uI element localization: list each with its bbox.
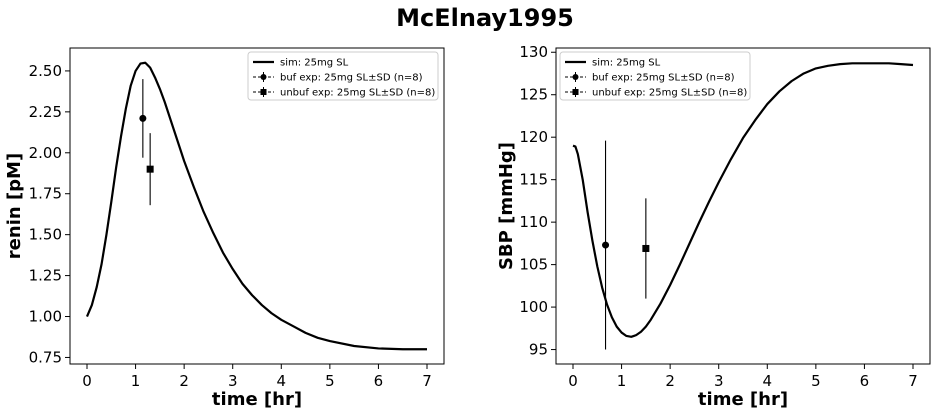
plot-0-legend-label-2: unbuf exp: 25mg SL±SD (n=8): [280, 88, 435, 99]
plot-1-xtick-label-0: 0: [568, 372, 578, 390]
plot-0-legend-marker-2: [260, 89, 267, 95]
plot-0-ylabel: renin [pM]: [4, 153, 25, 259]
plot-0-legend: sim: 25mg SL buf exp: 25mg SL±SD (n=8) unb…: [247, 51, 439, 101]
plot-1-xtick-label-6: 6: [860, 372, 870, 390]
plot-0-xtick-label-2: 2: [179, 372, 189, 390]
plot-1-ytick-label-6: 125: [519, 86, 548, 104]
sbp-plot: 0 1 2 3 4 5 6 7 95 100 105 110 115 120 125 130 time [hr]…: [496, 43, 931, 410]
plot-1-xtick-label-3: 3: [714, 372, 724, 390]
plot-0-xtick-label-5: 5: [325, 372, 335, 390]
plot-1-point-1-0: [602, 241, 610, 249]
plot-1-legend-marker-2: [572, 89, 579, 95]
plot-0-ytick-label-4: 1.75: [29, 185, 62, 203]
plot-1-xtick-label-2: 2: [665, 372, 675, 390]
plot-0-xtick-label-0: 0: [82, 372, 92, 390]
plot-0-xlabel: time [hr]: [212, 389, 302, 410]
plot-1-ytick-label-7: 130: [519, 43, 548, 61]
plot-0-xtick-label-6: 6: [374, 372, 384, 390]
plot-1-ytick-label-2: 105: [519, 256, 548, 274]
plot-0-ytick-label-3: 1.50: [29, 226, 62, 244]
plot-1-ytick-label-1: 100: [519, 298, 548, 316]
plot-1-legend-box: [559, 51, 751, 101]
plot-0-legend-box: [247, 51, 439, 101]
plot-1-ytick-label-0: 95: [529, 341, 548, 359]
plot-1-legend-label-0: sim: 25mg SL: [592, 58, 661, 69]
plot-0-xtick-label-4: 4: [277, 372, 287, 390]
plot-0-legend-label-0: sim: 25mg SL: [280, 58, 349, 69]
plot-0-xtick-label-1: 1: [131, 372, 141, 390]
plot-1-point-2-0: [642, 244, 650, 252]
plot-1-xlabel: time [hr]: [698, 389, 788, 410]
plot-0-point-2-0: [146, 165, 154, 173]
renin-plot: 0 1 2 3 4 5 6 7 0.75 1.00 1.25 1.50 1.75 2.00 2.25 2.50…: [4, 47, 445, 410]
plot-1-ytick-label-4: 115: [519, 171, 548, 189]
plot-1-series-line-0: [572, 62, 914, 338]
plot-1-xtick-label-7: 7: [908, 372, 918, 390]
plot-0-xtick-label-7: 7: [422, 372, 432, 390]
plot-1-legend-label-1: buf exp: 25mg SL±SD (n=8): [592, 73, 735, 84]
plot-0-ytick-label-2: 1.25: [29, 267, 62, 285]
plot-1-legend-label-2: unbuf exp: 25mg SL±SD (n=8): [592, 88, 747, 99]
plot-0-ytick-label-6: 2.25: [29, 103, 62, 121]
plot-1-ylabel: SBP [mmHg]: [496, 142, 517, 270]
plot-1-xtick-label-4: 4: [763, 372, 773, 390]
plot-1-ytick-label-5: 120: [519, 128, 548, 146]
plot-0-ytick-label-7: 2.50: [29, 62, 62, 80]
figure-title: McElnay1995: [396, 4, 574, 32]
plot-1-axes-frame: [555, 47, 931, 365]
plot-1-ytick-label-3: 110: [519, 213, 548, 231]
plot-0-ytick-label-0: 0.75: [29, 348, 62, 366]
plot-0-axes-frame: [69, 47, 445, 365]
plot-0-ytick-label-5: 2.00: [29, 144, 62, 162]
plot-1-legend-marker-1: [572, 74, 579, 80]
plot-0-point-1-0: [139, 114, 147, 122]
plot-1-xtick-label-5: 5: [811, 372, 821, 390]
plot-0-xtick-label-3: 3: [228, 372, 238, 390]
plot-1-xtick-label-1: 1: [617, 372, 627, 390]
plot-0-series-line-0: [85, 61, 427, 351]
plot-0-legend-marker-1: [260, 74, 267, 80]
plot-1-legend: sim: 25mg SL buf exp: 25mg SL±SD (n=8) unb…: [559, 51, 751, 101]
plot-0-legend-label-1: buf exp: 25mg SL±SD (n=8): [280, 73, 423, 84]
plot-0-ytick-label-1: 1.00: [29, 308, 62, 326]
